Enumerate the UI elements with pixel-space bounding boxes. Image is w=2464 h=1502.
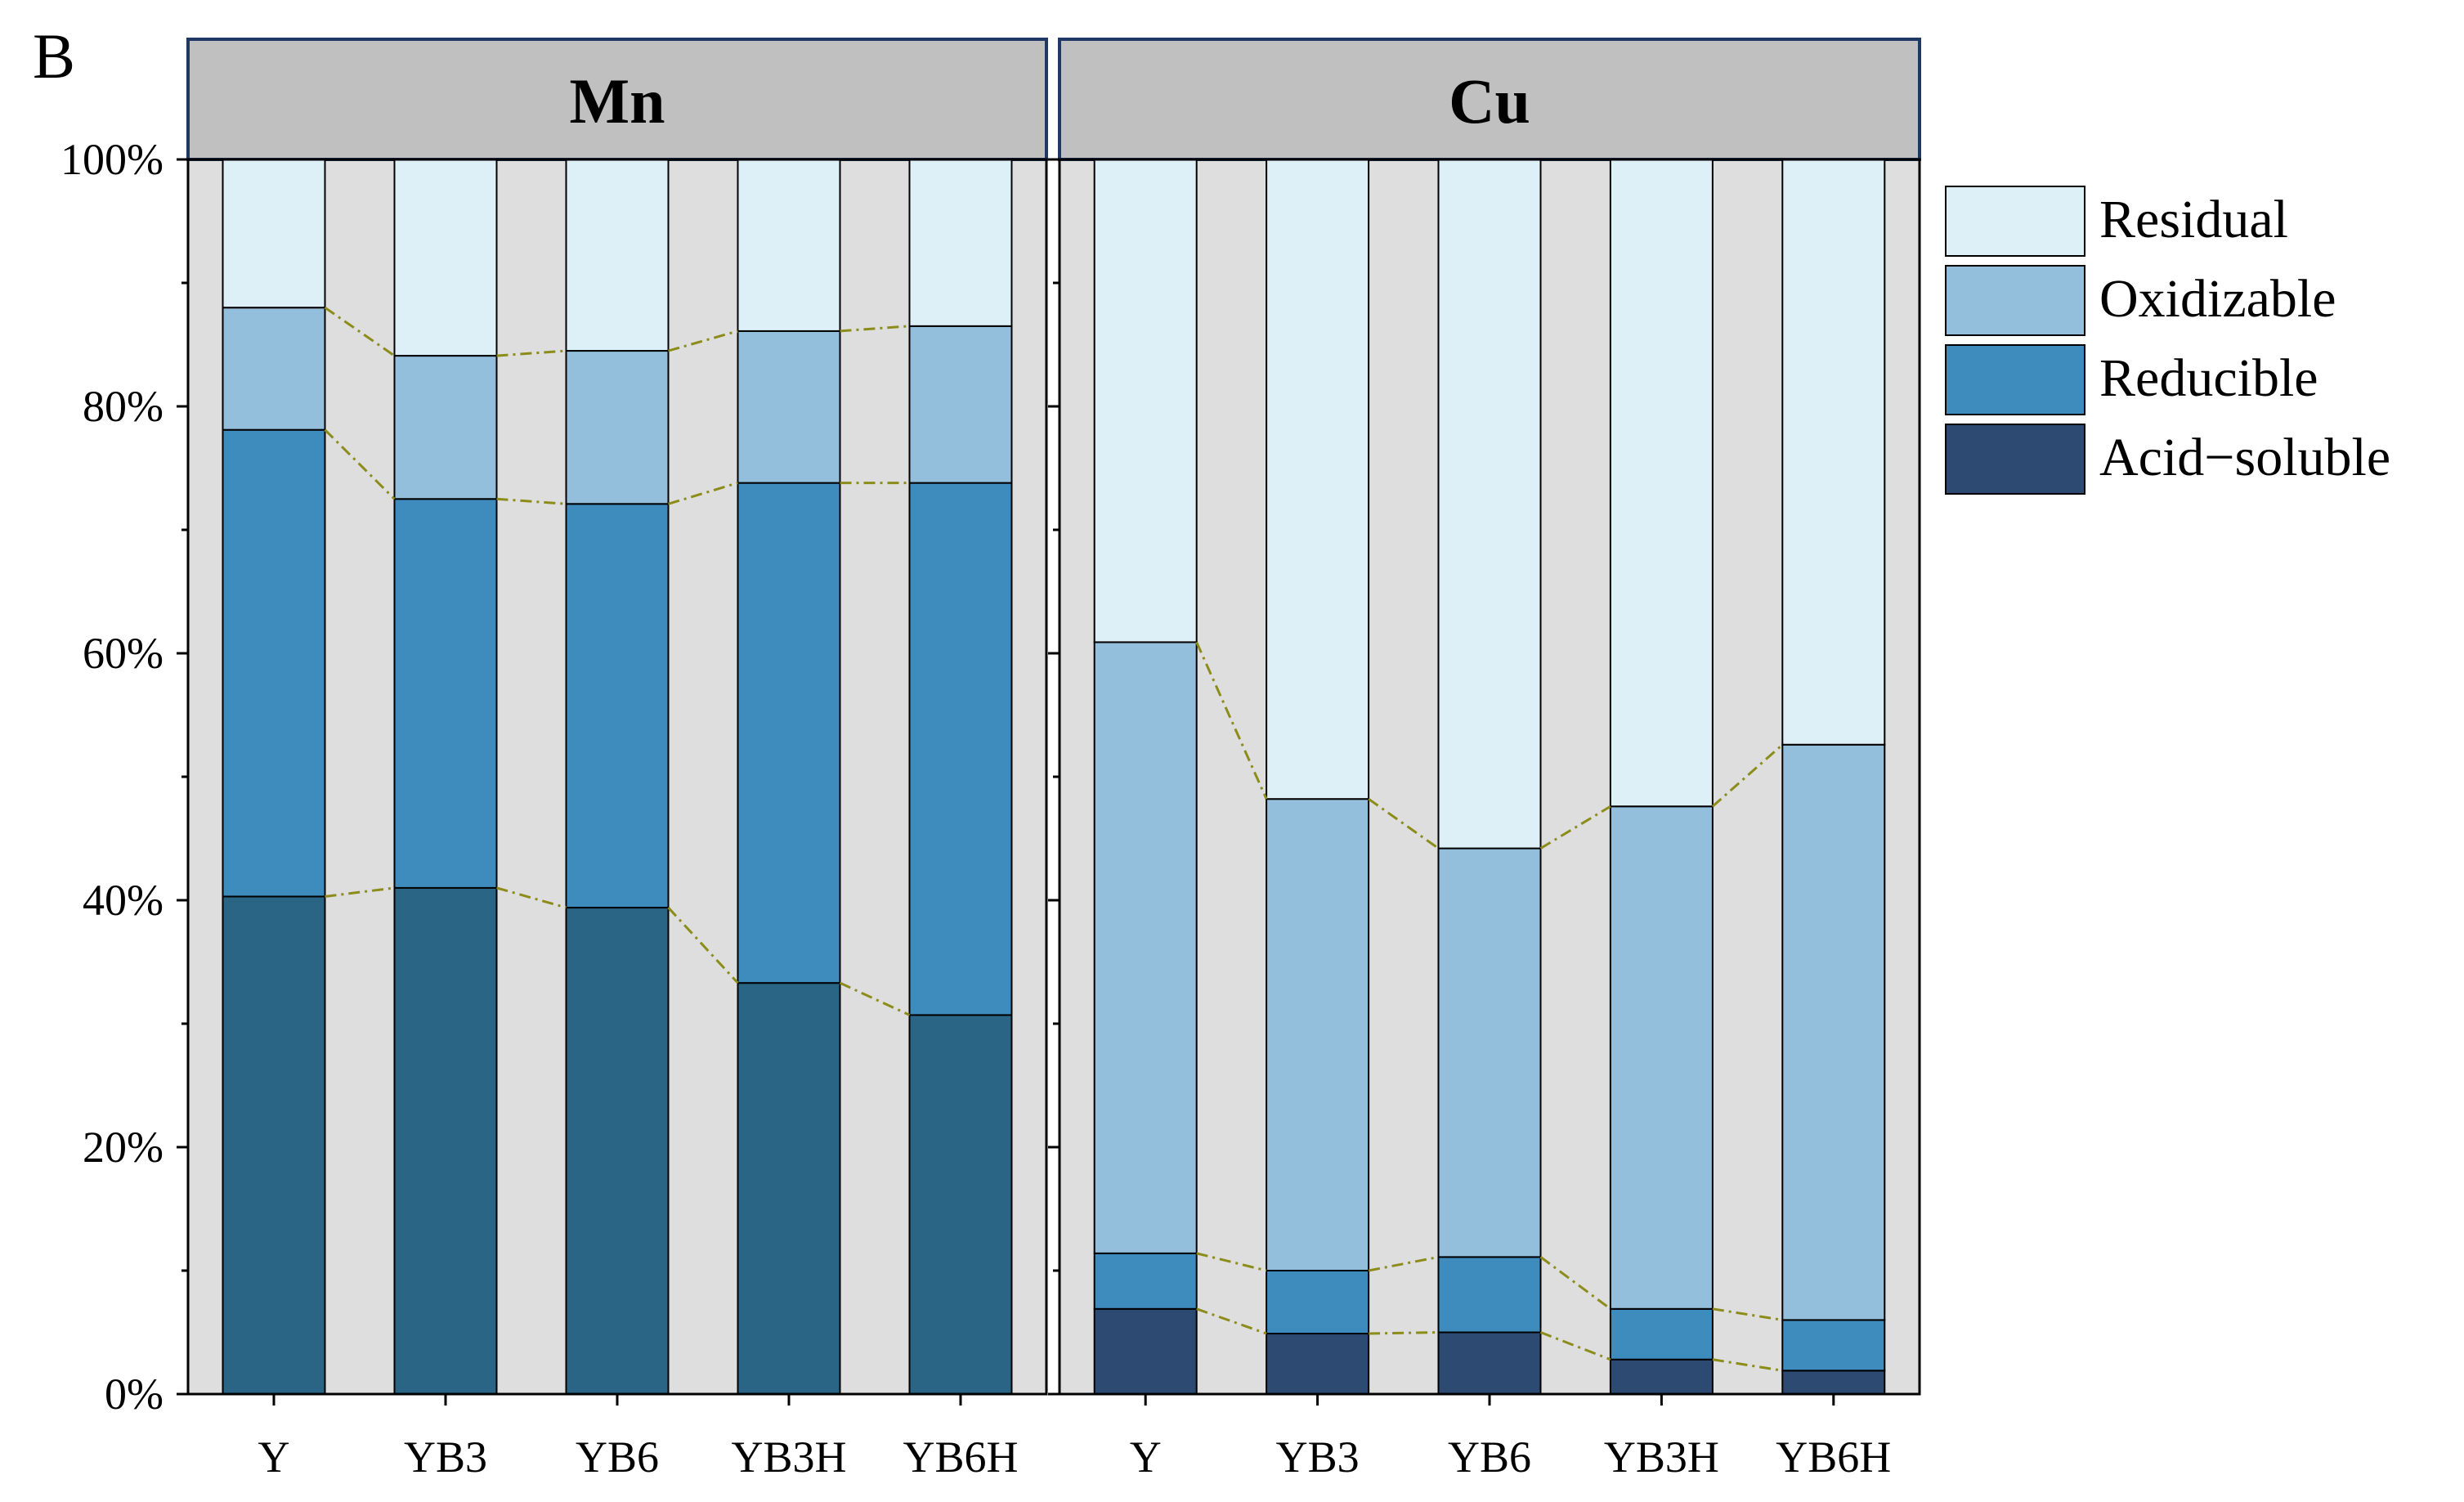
mn-bar-acid-soluble-yb6 [565, 907, 670, 1396]
legend-swatch-oxidizable [1945, 265, 2085, 336]
cu-bar-reducible-y [1093, 1252, 1198, 1310]
mn-panel-header [186, 38, 1048, 161]
cu-bar-residual-yb6h [1781, 159, 1886, 746]
cu-bar-acid-soluble-y [1093, 1307, 1198, 1396]
y-tick-label-2: 40% [83, 876, 164, 925]
cu-bar-residual-yb6 [1437, 159, 1542, 850]
mn-connector-line [496, 349, 567, 357]
mn-bar-oxidizable-yb6h [908, 325, 1013, 484]
cu-x-label-yb6h: YB6H [1776, 1433, 1891, 1482]
y-tick-label-5: 100% [60, 135, 164, 184]
mn-panel-title: Mn [570, 65, 665, 137]
mn-bar-residual-y [222, 159, 326, 309]
mn-x-label-yb3: YB3 [404, 1433, 487, 1482]
mn-bar-reducible-y [222, 428, 326, 898]
mn-bar-reducible-yb3 [393, 498, 498, 889]
cu-connector-line [1539, 1256, 1611, 1311]
y-tick-label-1: 20% [83, 1123, 164, 1172]
legend-label-oxidizable: Oxidizable [2099, 269, 2336, 329]
mn-bar-residual-yb3 [393, 159, 498, 357]
cu-x-label-y: Y [1130, 1433, 1162, 1482]
figure-panel-label: B [33, 20, 75, 92]
mn-connector-line [325, 886, 395, 898]
mn-bar-residual-yb3h [737, 159, 841, 332]
cu-connector-line [1711, 743, 1784, 808]
y-tick-label-3: 60% [83, 629, 164, 678]
mn-connector-line [839, 981, 911, 1016]
mn-connector-line [496, 497, 567, 505]
cu-bar-oxidizable-yb6 [1437, 847, 1542, 1258]
cu-bar-residual-yb3 [1266, 159, 1370, 800]
mn-x-label-yb6h: YB6H [903, 1433, 1018, 1482]
cu-connector-line [1539, 805, 1611, 850]
cu-bar-acid-soluble-yb6h [1781, 1370, 1886, 1396]
cu-connector-line [1368, 797, 1440, 850]
cu-bar-acid-soluble-yb6 [1437, 1331, 1542, 1395]
legend-swatch-acid-soluble [1945, 424, 2085, 495]
mn-bar-oxidizable-yb3h [737, 330, 841, 484]
mn-bar-residual-yb6 [565, 159, 670, 352]
y-tick-label-0: 0% [105, 1370, 164, 1419]
mn-bar-residual-yb6h [908, 159, 1013, 327]
y-tick-label-4: 80% [83, 382, 164, 431]
mn-bar-oxidizable-yb3 [393, 355, 498, 500]
mn-bar-acid-soluble-yb6h [908, 1014, 1013, 1396]
mn-bar-oxidizable-yb6 [565, 350, 670, 505]
cu-panel-title: Cu [1449, 65, 1530, 137]
cu-bar-reducible-yb6 [1437, 1256, 1542, 1334]
cu-connector-line [1369, 1331, 1439, 1335]
cu-connector-line [1195, 641, 1268, 800]
cu-x-label-yb3: YB3 [1276, 1433, 1360, 1482]
mn-x-label-y: Y [258, 1433, 290, 1482]
mn-bar-acid-soluble-yb3h [737, 982, 841, 1396]
mn-bar-reducible-yb3h [737, 482, 841, 984]
cu-panel-header [1058, 38, 1921, 161]
cu-bar-residual-yb3h [1609, 159, 1714, 808]
mn-bar-oxidizable-y [222, 307, 326, 431]
cu-bar-oxidizable-yb6h [1781, 743, 1886, 1321]
mn-connector-line [324, 306, 396, 357]
mn-bar-acid-soluble-yb3 [393, 886, 498, 1395]
cu-bar-oxidizable-y [1093, 641, 1198, 1254]
mn-bar-acid-soluble-y [222, 895, 326, 1395]
cu-x-label-yb3h: YB3H [1604, 1433, 1719, 1482]
cu-bar-residual-y [1093, 159, 1198, 643]
mn-x-label-yb6: YB6 [576, 1433, 659, 1482]
legend-swatch-reducible [1945, 344, 2085, 415]
mn-bar-reducible-yb6h [908, 482, 1013, 1016]
mn-connector-line [324, 428, 396, 500]
cu-x-label-yb6: YB6 [1448, 1433, 1531, 1482]
cu-bar-reducible-yb3 [1266, 1270, 1370, 1335]
mn-connector-line [667, 907, 739, 984]
mn-connector-line [840, 325, 910, 333]
mn-bar-reducible-yb6 [565, 503, 670, 909]
legend-label-acid-soluble: Acid−soluble [2099, 428, 2390, 487]
cu-bar-oxidizable-yb3 [1266, 798, 1370, 1271]
cu-bar-oxidizable-yb3h [1609, 805, 1714, 1310]
legend-swatch-residual [1945, 186, 2085, 257]
legend-label-residual: Residual [2099, 190, 2288, 249]
cu-bar-reducible-yb3h [1609, 1307, 1714, 1361]
cu-bar-acid-soluble-yb3h [1609, 1358, 1714, 1395]
cu-bar-reducible-yb6h [1781, 1319, 1886, 1372]
mn-x-label-yb3h: YB3H [731, 1433, 846, 1482]
cu-bar-acid-soluble-yb3 [1266, 1333, 1370, 1396]
legend-label-reducible: Reducible [2099, 348, 2318, 408]
